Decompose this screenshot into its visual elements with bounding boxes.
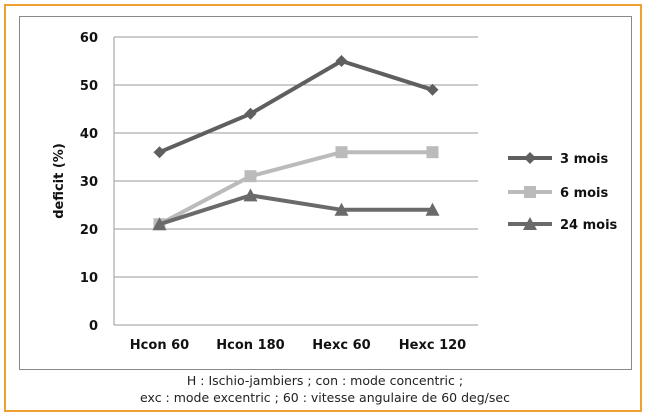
caption-line-1: H : Ischio-jambiers ; con : mode concent… <box>186 373 464 388</box>
data-point <box>335 146 348 159</box>
data-point <box>335 55 348 67</box>
series-line-2 <box>158 150 433 226</box>
x-tick-label: Hcon 60 <box>130 338 189 353</box>
data-point <box>425 202 440 216</box>
x-tick-label: Hexc 60 <box>312 338 370 353</box>
data-point <box>426 146 439 159</box>
data-point <box>152 217 167 231</box>
data-point <box>426 83 439 96</box>
data-point <box>334 202 349 216</box>
legend-label: 3 mois <box>560 152 609 167</box>
y-tick-label: 30 <box>80 175 98 190</box>
legend-label: 6 mois <box>560 186 609 201</box>
y-tick-label: 60 <box>80 31 98 46</box>
x-tick-label: Hcon 180 <box>216 338 284 353</box>
y-tick-label: 20 <box>80 223 98 238</box>
legend-marker <box>524 152 536 164</box>
legend-marker <box>523 217 537 230</box>
caption-line-2: exc : mode excentric ; 60 : vitesse angu… <box>140 390 510 405</box>
y-tick-label: 10 <box>80 271 98 286</box>
y-tick-label: 50 <box>80 79 98 94</box>
y-tick-label: 0 <box>89 319 98 334</box>
x-tick-label: Hexc 120 <box>399 338 466 353</box>
y-axis-label: deficit (%) <box>52 143 67 219</box>
legend-label: 24 mois <box>560 218 618 233</box>
data-point <box>244 107 257 120</box>
data-point <box>243 188 258 202</box>
data-point <box>244 170 257 183</box>
data-point <box>153 146 166 159</box>
figure-caption: H : Ischio-jambiers ; con : mode concent… <box>6 372 644 406</box>
legend-marker <box>524 186 536 198</box>
y-tick-label: 40 <box>80 127 98 142</box>
series-line-1 <box>158 59 434 155</box>
series-line-3 <box>158 193 433 227</box>
